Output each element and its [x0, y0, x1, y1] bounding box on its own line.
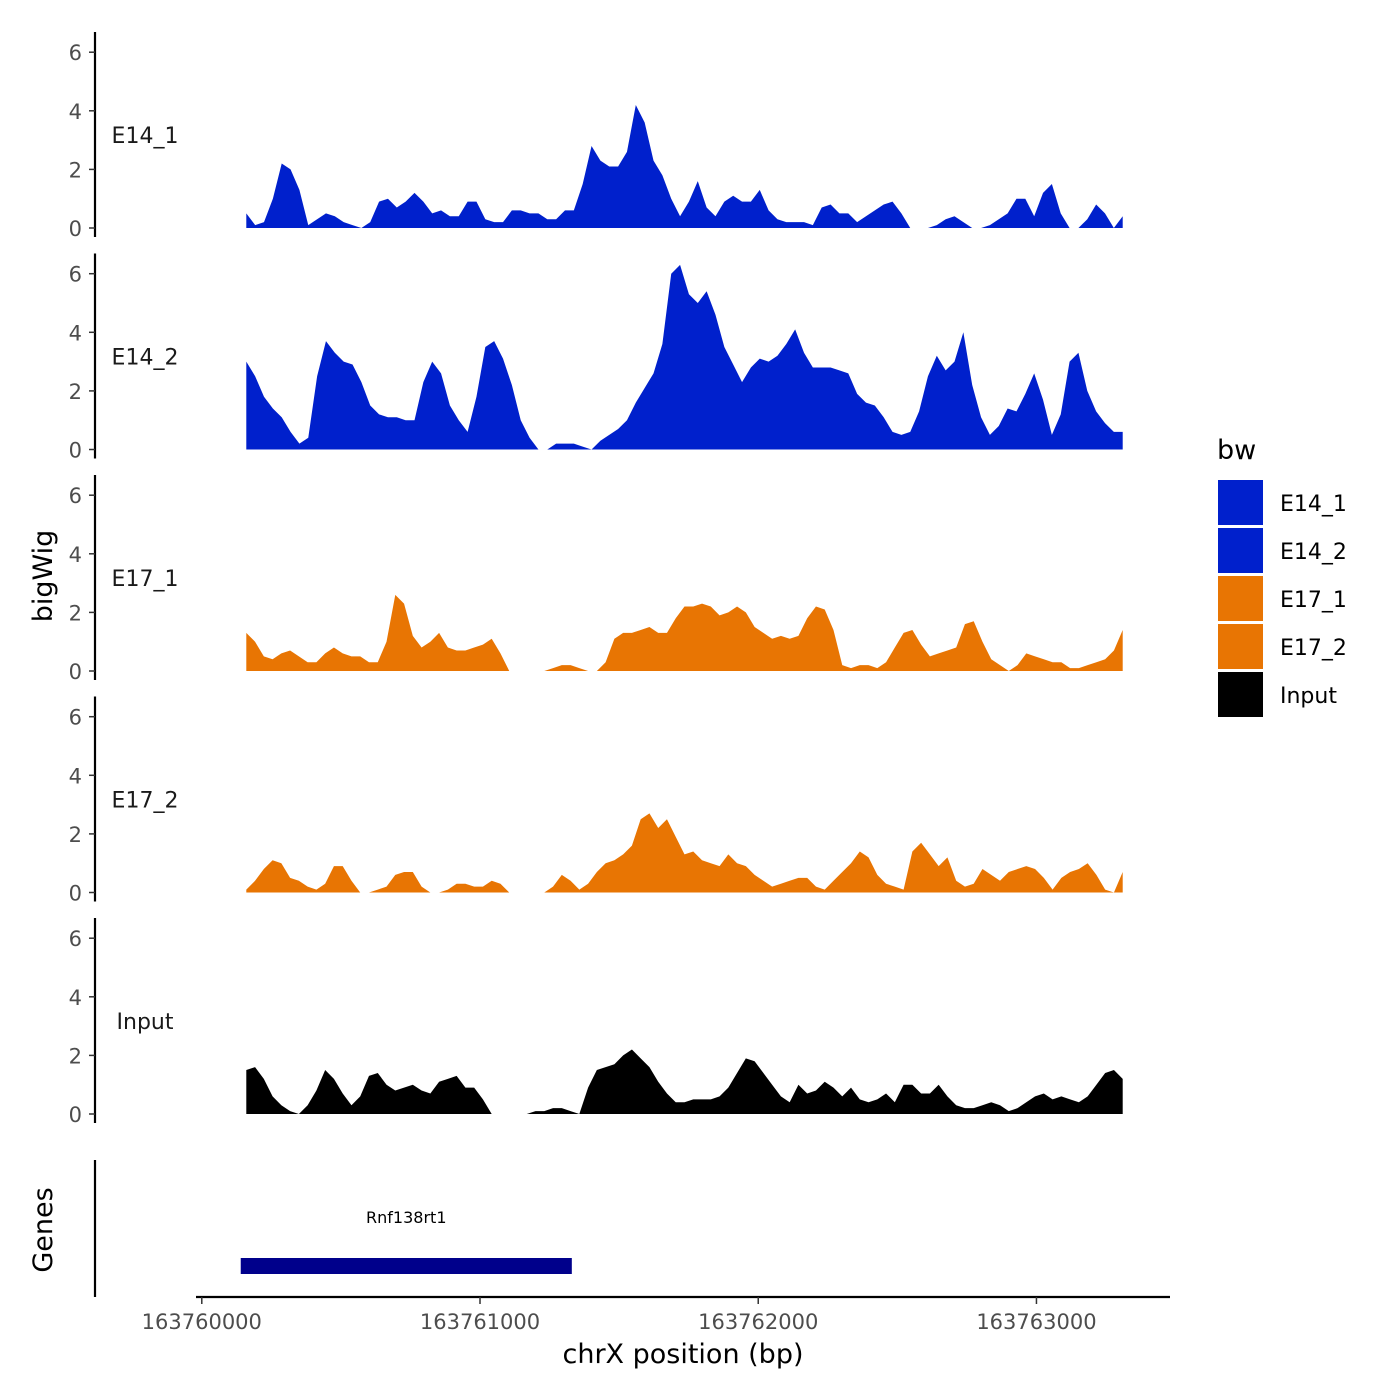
track-label: E14_1	[112, 124, 179, 149]
x-axis-title: chrX position (bp)	[562, 1339, 803, 1370]
y-tick-label: 2	[69, 380, 82, 404]
legend-label: E17_2	[1280, 636, 1347, 661]
bigwig-tracks: 0 2 4 6 E14_1 0 2 4 6 E14_2 0 2 4 6 E17_1 0 2 4 6 E17_2 0 2 4 6…	[69, 32, 1123, 1127]
legend-label: E14_2	[1280, 540, 1347, 565]
legend-label: E14_1	[1280, 492, 1347, 517]
y-tick-label: 4	[69, 100, 82, 124]
y-tick-label: 0	[69, 882, 82, 906]
x-tick-label: 163760000	[142, 1310, 262, 1334]
y-tick-label: 6	[69, 41, 82, 65]
track-E17_1: 0 2 4 6 E17_1	[69, 475, 1123, 684]
legend-label: Input	[1280, 684, 1337, 709]
signal-area-E17_1	[246, 594, 1123, 671]
track-label: Input	[117, 1010, 174, 1035]
y-tick-label: 2	[69, 1044, 82, 1068]
y-tick-label: 0	[69, 1103, 82, 1127]
y-tick-label: 6	[69, 484, 82, 508]
genes-axis-title: Genes	[28, 1187, 59, 1272]
y-tick-label: 4	[69, 986, 82, 1010]
gene-bar	[240, 1258, 572, 1274]
legend-swatch-E14_1	[1218, 480, 1263, 525]
gene-label: Rnf138rt1	[366, 1208, 446, 1227]
x-tick-label: 163761000	[420, 1310, 540, 1334]
y-tick-label: 0	[69, 217, 82, 241]
track-Input: 0 2 4 6 Input	[69, 918, 1123, 1127]
y-tick-label: 2	[69, 158, 82, 182]
y-tick-label: 4	[69, 543, 82, 567]
track-E17_2: 0 2 4 6 E17_2	[69, 696, 1123, 906]
x-axis: 163760000 163761000 163762000 163763000	[142, 1295, 1170, 1334]
track-label: E14_2	[112, 346, 179, 371]
legend-title: bw	[1217, 435, 1256, 466]
track-E14_1: 0 2 4 6 E14_1	[69, 32, 1123, 241]
signal-area-E17_2	[246, 813, 1123, 893]
track-label: E17_2	[112, 789, 179, 814]
y-tick-label: 0	[69, 660, 82, 684]
y-tick-label: 2	[69, 823, 82, 847]
y-tick-label: 2	[69, 601, 82, 625]
track-E14_2: 0 2 4 6 E14_2	[69, 253, 1123, 463]
y-tick-label: 0	[69, 439, 82, 463]
genes-panel: Rnf138rt1	[93, 1160, 572, 1297]
track-label: E17_1	[112, 567, 179, 592]
signal-area-E14_2	[246, 264, 1123, 450]
legend-swatch-E17_2	[1218, 624, 1263, 669]
legend: bw E14_1 E14_2 E17_1 E17_2 Input	[1217, 435, 1347, 717]
y-tick-label: 4	[69, 764, 82, 788]
legend-swatch-E17_1	[1218, 576, 1263, 621]
y-tick-label: 6	[69, 927, 82, 951]
x-tick-label: 163763000	[976, 1310, 1096, 1334]
legend-swatch-Input	[1218, 672, 1263, 717]
y-tick-label: 4	[69, 321, 82, 345]
legend-swatch-E14_2	[1218, 528, 1263, 573]
legend-label: E17_1	[1280, 588, 1347, 613]
y-tick-label: 6	[69, 263, 82, 287]
y-tick-label: 6	[69, 706, 82, 730]
y-axis-title: bigWig	[28, 530, 59, 623]
x-tick-label: 163762000	[698, 1310, 818, 1334]
signal-area-Input	[246, 1049, 1123, 1114]
signal-area-E14_1	[246, 104, 1123, 228]
